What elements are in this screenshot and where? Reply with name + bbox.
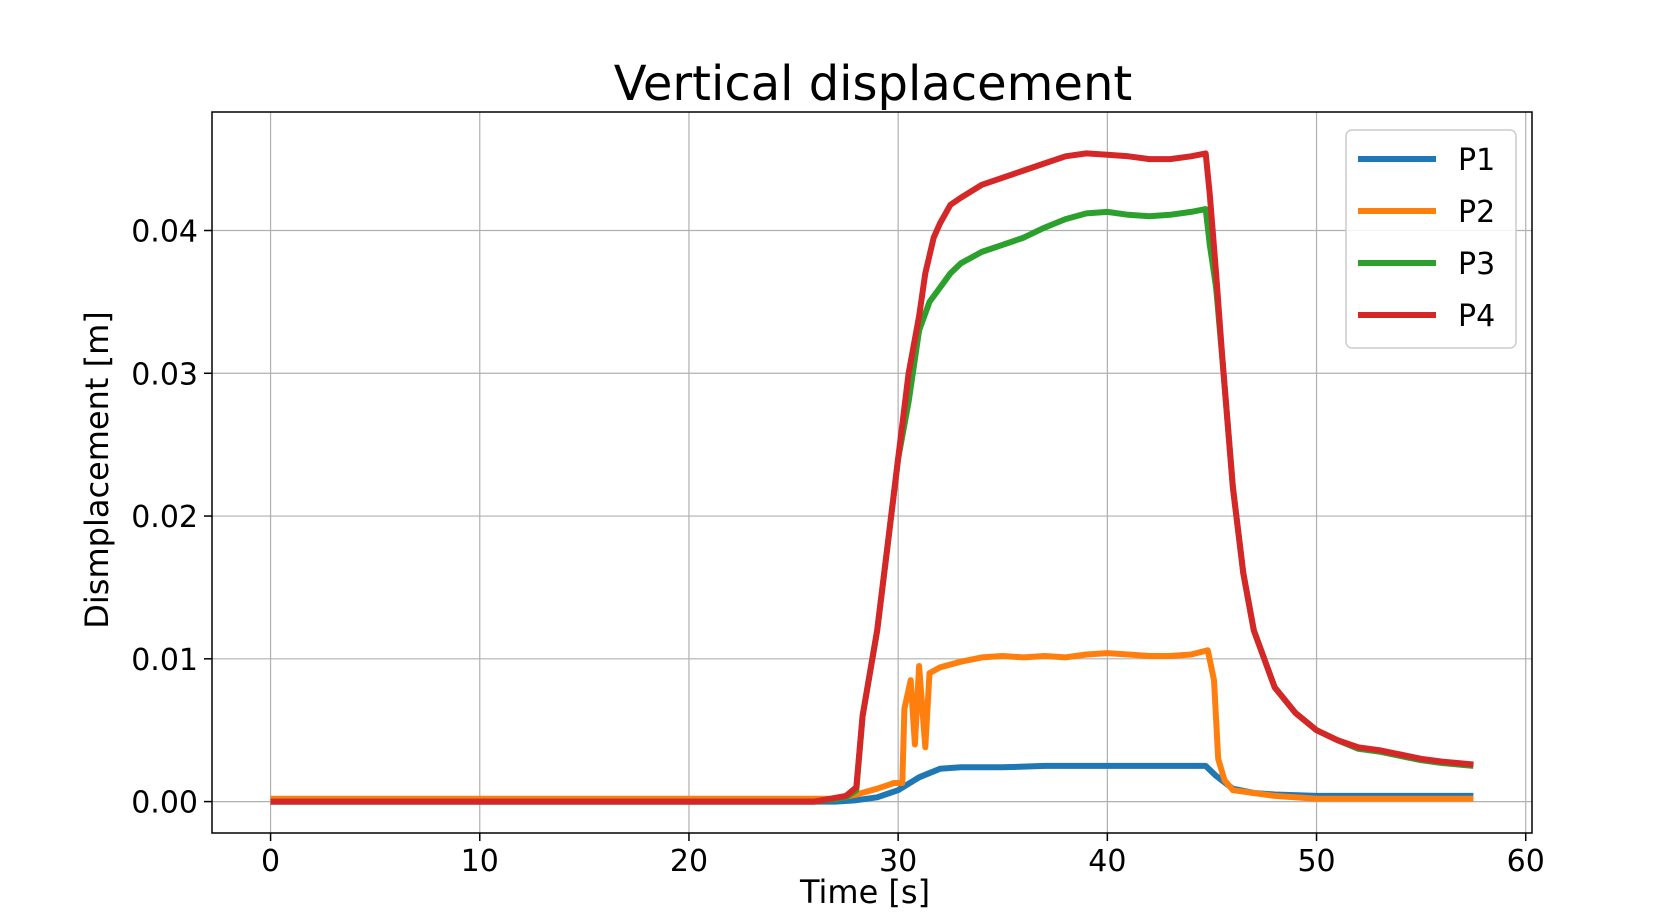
plot-frame bbox=[211, 111, 1533, 834]
legend-label-p3: P3 bbox=[1458, 247, 1495, 282]
legend-box bbox=[1345, 129, 1517, 349]
x-tick-label: 20 bbox=[670, 844, 708, 879]
y-tick-label: 0.01 bbox=[131, 643, 198, 678]
x-tick-label: 0 bbox=[261, 844, 280, 879]
y-axis-label: Dismplacement [m] bbox=[78, 311, 116, 628]
series-line-p4 bbox=[270, 150, 1474, 805]
y-tick-label: 0.02 bbox=[131, 500, 198, 535]
y-tick-label: 0.00 bbox=[131, 786, 198, 821]
chart-title: Vertical displacement bbox=[614, 56, 1132, 112]
legend-label-p2: P2 bbox=[1458, 195, 1495, 230]
legend: P1 P2 P3 P4 bbox=[1345, 129, 1517, 349]
legend-label-p4: P4 bbox=[1458, 299, 1495, 334]
series-group bbox=[270, 150, 1474, 805]
x-tick-label: 50 bbox=[1297, 844, 1335, 879]
x-tick-label: 30 bbox=[879, 844, 917, 879]
y-tick-label: 0.04 bbox=[131, 215, 198, 250]
legend-label-p1: P1 bbox=[1458, 143, 1495, 178]
x-tick-label: 60 bbox=[1507, 844, 1545, 879]
x-axis-label: Time [s] bbox=[799, 873, 930, 911]
x-tick-label: 10 bbox=[461, 844, 499, 879]
y-tick-label: 0.03 bbox=[131, 357, 198, 392]
ticks: 0 10 20 30 40 50 60 0.00 0.01 0.02 0.03 0.04 bbox=[131, 215, 1545, 879]
x-tick-label: 40 bbox=[1088, 844, 1126, 879]
